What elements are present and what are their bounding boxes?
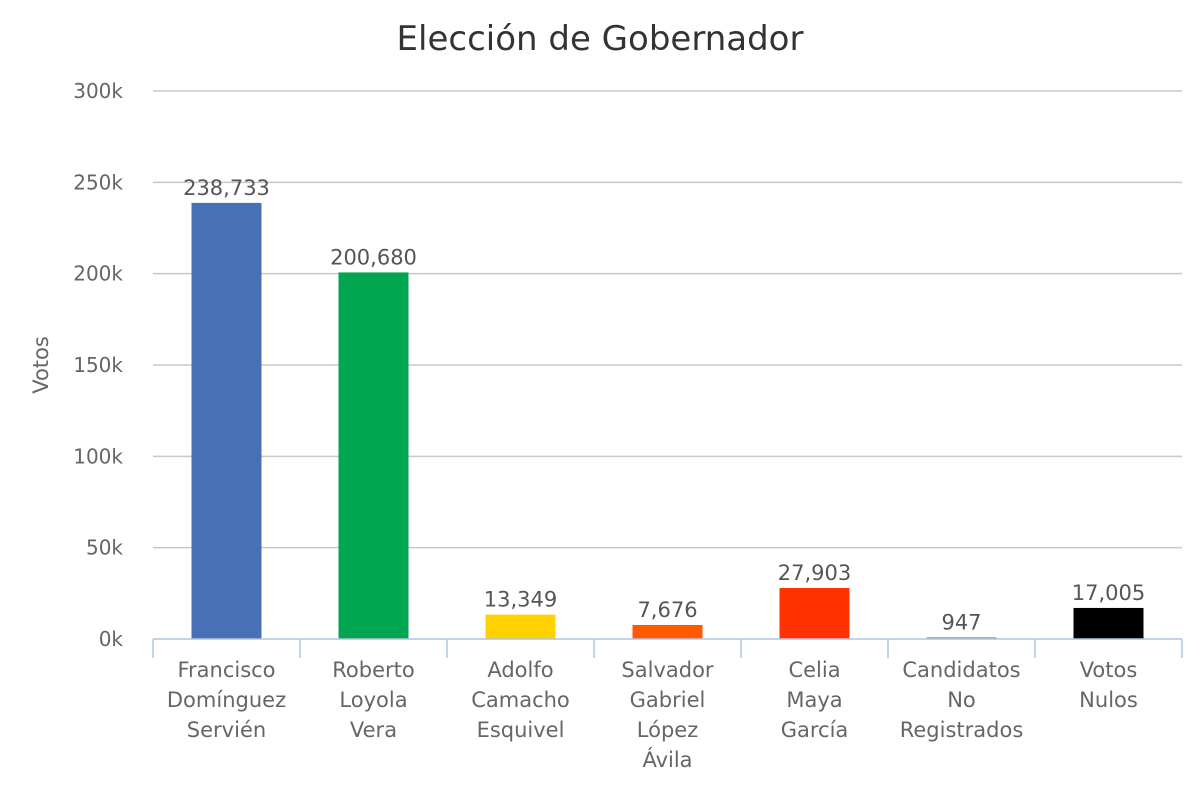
x-tick-label: Celia Maya García bbox=[781, 658, 849, 742]
x-tick-label-line: Adolfo bbox=[487, 658, 553, 682]
x-tick-label-line: Vera bbox=[350, 718, 397, 742]
x-tick-label-line: Nulos bbox=[1079, 688, 1138, 712]
x-tick-label-line: Camacho bbox=[471, 688, 570, 712]
x-tick-label: Candidatos No Registrados bbox=[900, 658, 1024, 742]
x-tick-label-line: Celia bbox=[788, 658, 840, 682]
y-tick-label: 50k bbox=[86, 536, 123, 560]
x-tick-label-line: Candidatos bbox=[902, 658, 1020, 682]
x-tick-label-line: Esquivel bbox=[477, 718, 565, 742]
x-tick-label-line: Votos bbox=[1080, 658, 1138, 682]
bar[interactable] bbox=[779, 588, 850, 639]
bar[interactable] bbox=[191, 202, 262, 640]
y-tick-label: 150k bbox=[73, 353, 123, 377]
y-axis-title: Votos bbox=[29, 336, 53, 394]
x-tick-label-line: López bbox=[637, 718, 698, 742]
x-tick-label-line: Loyola bbox=[339, 688, 407, 712]
x-tick-label: Adolfo Camacho Esquivel bbox=[471, 658, 570, 742]
x-tick-label-line: No bbox=[947, 688, 976, 712]
x-tick-label-line: Roberto bbox=[332, 658, 414, 682]
bar[interactable] bbox=[338, 272, 409, 639]
data-label: 17,005 bbox=[1072, 581, 1145, 605]
chart-title: Elección de Gobernador bbox=[397, 19, 804, 59]
data-label: 200,680 bbox=[330, 245, 417, 269]
y-tick-label: 250k bbox=[73, 170, 123, 194]
x-tick-label-line: Salvador bbox=[621, 658, 714, 682]
bar[interactable] bbox=[1073, 607, 1144, 639]
x-tick-label-line: Francisco bbox=[177, 658, 275, 682]
data-label: 13,349 bbox=[484, 588, 557, 612]
x-tick-label-line: Servién bbox=[187, 718, 266, 742]
bars bbox=[191, 202, 1144, 640]
x-tick-label: Roberto Loyola Vera bbox=[332, 658, 414, 742]
x-axis: Francisco Domínguez Servién Roberto Loyola Ve… bbox=[152, 638, 1183, 772]
data-label: 27,903 bbox=[778, 561, 851, 585]
x-tick-label: Salvador Gabriel López Ávila bbox=[621, 658, 714, 772]
data-label: 7,676 bbox=[637, 598, 697, 622]
data-labels: 238,733 200,680 13,349 7,676 27,903 947 17,005 bbox=[183, 176, 1145, 634]
grid: 0k 50k 100k 150k 200k 250k 300k bbox=[73, 79, 1182, 651]
x-tick-label-line: Domínguez bbox=[167, 688, 286, 712]
y-tick-label: 200k bbox=[73, 262, 123, 286]
bar[interactable] bbox=[926, 637, 997, 639]
y-tick-label: 0k bbox=[99, 627, 124, 651]
bar[interactable] bbox=[632, 624, 703, 639]
x-tick-label-line: Maya bbox=[786, 688, 842, 712]
x-tick-label: Votos Nulos bbox=[1079, 658, 1138, 712]
x-tick-label-line: García bbox=[781, 718, 849, 742]
y-tick-label: 100k bbox=[73, 444, 123, 468]
x-tick-label: Francisco Domínguez Servién bbox=[167, 658, 286, 742]
bar[interactable] bbox=[485, 614, 556, 639]
x-tick-label-line: Ávila bbox=[642, 747, 692, 772]
data-label: 947 bbox=[941, 610, 981, 634]
x-tick-label-line: Registrados bbox=[900, 718, 1024, 742]
x-tick-label-line: Gabriel bbox=[630, 688, 706, 712]
y-tick-label: 300k bbox=[73, 79, 123, 103]
data-label: 238,733 bbox=[183, 176, 270, 200]
